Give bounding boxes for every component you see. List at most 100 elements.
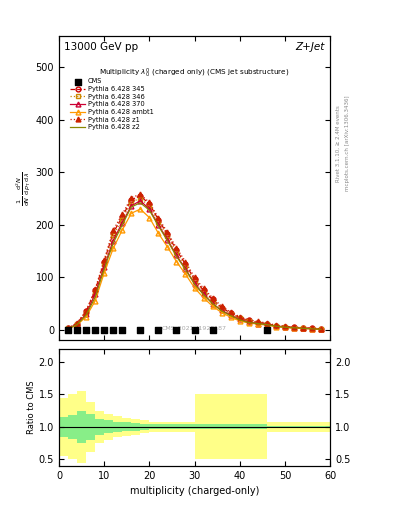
- Pythia 6.428 345: [93, 287, 97, 293]
- CMS: [65, 326, 71, 334]
- Pythia 6.428 370: [301, 325, 305, 331]
- Pythia 6.428 z2: [301, 325, 305, 331]
- Pythia 6.428 z1: [201, 285, 206, 291]
- Pythia 6.428 346: [246, 318, 251, 324]
- Pythia 6.428 z2: [210, 301, 215, 307]
- Pythia 6.428 345: [75, 321, 79, 327]
- Pythia 6.428 345: [111, 230, 116, 236]
- Pythia 6.428 370: [138, 198, 143, 204]
- Pythia 6.428 z2: [84, 312, 88, 318]
- Pythia 6.428 z2: [319, 326, 323, 332]
- Pythia 6.428 370: [66, 325, 70, 331]
- Pythia 6.428 370: [165, 237, 170, 243]
- Y-axis label: $\frac{1}{\mathrm{d}N}\,\frac{\mathrm{d}^2N}{\mathrm{d}\,p_{\mathrm{T}}\,\mathrm: $\frac{1}{\mathrm{d}N}\,\frac{\mathrm{d}…: [15, 170, 33, 206]
- Pythia 6.428 370: [283, 324, 287, 330]
- Pythia 6.428 z2: [201, 292, 206, 298]
- Pythia 6.428 370: [319, 326, 323, 332]
- Pythia 6.428 z2: [292, 325, 296, 331]
- Pythia 6.428 ambt1: [93, 298, 97, 304]
- Pythia 6.428 z2: [192, 281, 197, 287]
- Pythia 6.428 370: [237, 316, 242, 323]
- Pythia 6.428 z2: [75, 322, 79, 328]
- Pythia 6.428 346: [210, 298, 215, 304]
- Text: 13000 GeV pp: 13000 GeV pp: [64, 42, 138, 52]
- Text: mcplots.cern.ch [arXiv:1306.3436]: mcplots.cern.ch [arXiv:1306.3436]: [345, 96, 350, 191]
- Line: Pythia 6.428 346: Pythia 6.428 346: [66, 196, 323, 332]
- CMS: [191, 326, 198, 334]
- Pythia 6.428 z2: [219, 308, 224, 314]
- CMS: [155, 326, 162, 334]
- Legend: CMS, Pythia 6.428 345, Pythia 6.428 346, Pythia 6.428 370, Pythia 6.428 ambt1, P: CMS, Pythia 6.428 345, Pythia 6.428 346,…: [68, 76, 156, 133]
- Pythia 6.428 345: [264, 321, 269, 327]
- Pythia 6.428 ambt1: [102, 270, 107, 276]
- Pythia 6.428 346: [93, 289, 97, 295]
- Pythia 6.428 ambt1: [210, 303, 215, 309]
- Pythia 6.428 370: [192, 281, 197, 287]
- Pythia 6.428 z1: [156, 215, 161, 221]
- X-axis label: multiplicity (charged-only): multiplicity (charged-only): [130, 486, 259, 496]
- CMS: [74, 326, 80, 334]
- Pythia 6.428 ambt1: [183, 271, 188, 278]
- Pythia 6.428 ambt1: [274, 324, 278, 330]
- Pythia 6.428 345: [183, 261, 188, 267]
- Pythia 6.428 z2: [228, 313, 233, 319]
- Pythia 6.428 346: [147, 203, 152, 209]
- Pythia 6.428 ambt1: [237, 318, 242, 324]
- CMS: [119, 326, 125, 334]
- Text: CMS_2021_I1920187: CMS_2021_I1920187: [162, 326, 227, 331]
- Pythia 6.428 346: [319, 326, 323, 332]
- Pythia 6.428 z2: [93, 294, 97, 301]
- Pythia 6.428 z2: [156, 223, 161, 229]
- Pythia 6.428 z2: [246, 319, 251, 326]
- Pythia 6.428 ambt1: [120, 227, 125, 233]
- Pythia 6.428 z1: [93, 286, 97, 292]
- Pythia 6.428 z2: [255, 321, 260, 327]
- Pythia 6.428 ambt1: [255, 321, 260, 327]
- Pythia 6.428 ambt1: [292, 325, 296, 331]
- Pythia 6.428 345: [274, 323, 278, 329]
- Line: Pythia 6.428 z2: Pythia 6.428 z2: [68, 203, 321, 329]
- Pythia 6.428 345: [84, 308, 88, 314]
- Pythia 6.428 ambt1: [84, 314, 88, 320]
- Pythia 6.428 370: [102, 264, 107, 270]
- Pythia 6.428 346: [84, 309, 88, 315]
- CMS: [110, 326, 116, 334]
- Pythia 6.428 ambt1: [201, 295, 206, 301]
- Pythia 6.428 z1: [301, 325, 305, 331]
- Pythia 6.428 346: [138, 196, 143, 202]
- Pythia 6.428 370: [292, 325, 296, 331]
- Pythia 6.428 370: [129, 203, 134, 209]
- Pythia 6.428 346: [156, 219, 161, 225]
- Pythia 6.428 z1: [246, 317, 251, 323]
- Pythia 6.428 z1: [310, 325, 314, 331]
- Pythia 6.428 345: [120, 214, 125, 220]
- Pythia 6.428 345: [174, 247, 179, 253]
- Pythia 6.428 z2: [102, 266, 107, 272]
- Pythia 6.428 ambt1: [138, 206, 143, 212]
- CMS: [209, 326, 216, 334]
- Pythia 6.428 345: [228, 310, 233, 316]
- Pythia 6.428 345: [129, 197, 134, 203]
- Pythia 6.428 z1: [66, 325, 70, 331]
- Pythia 6.428 346: [183, 263, 188, 269]
- Pythia 6.428 ambt1: [310, 326, 314, 332]
- Pythia 6.428 346: [237, 315, 242, 322]
- Pythia 6.428 345: [156, 217, 161, 223]
- Pythia 6.428 ambt1: [156, 230, 161, 237]
- Pythia 6.428 345: [147, 201, 152, 207]
- Pythia 6.428 ambt1: [129, 210, 134, 217]
- Pythia 6.428 z1: [183, 259, 188, 265]
- Pythia 6.428 z1: [120, 211, 125, 218]
- Text: Multiplicity $\lambda_0^0$ (charged only) (CMS jet substructure): Multiplicity $\lambda_0^0$ (charged only…: [99, 66, 290, 79]
- Pythia 6.428 346: [310, 326, 314, 332]
- Line: Pythia 6.428 ambt1: Pythia 6.428 ambt1: [66, 207, 323, 332]
- Pythia 6.428 345: [219, 305, 224, 311]
- Pythia 6.428 346: [129, 199, 134, 205]
- Pythia 6.428 z2: [310, 326, 314, 332]
- Pythia 6.428 346: [274, 323, 278, 329]
- CMS: [92, 326, 98, 334]
- Pythia 6.428 ambt1: [192, 285, 197, 291]
- Line: Pythia 6.428 z1: Pythia 6.428 z1: [66, 192, 323, 331]
- Pythia 6.428 346: [201, 289, 206, 295]
- Pythia 6.428 ambt1: [174, 259, 179, 265]
